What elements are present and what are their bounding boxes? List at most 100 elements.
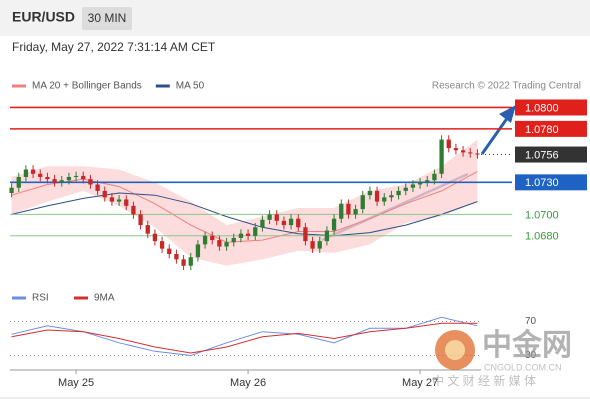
candle-body bbox=[432, 173, 437, 181]
watermark-logo-inner bbox=[445, 340, 465, 360]
rsi-line bbox=[11, 322, 478, 354]
x-tick-label: May 25 bbox=[58, 377, 94, 389]
candle-body bbox=[360, 195, 365, 210]
candle-body bbox=[145, 225, 150, 234]
candle-body bbox=[353, 209, 358, 215]
candle-body bbox=[296, 218, 301, 228]
candle-body bbox=[260, 219, 265, 228]
watermark-brand: 中金网 bbox=[482, 328, 572, 362]
candle-body bbox=[210, 235, 215, 241]
candle-body bbox=[403, 187, 408, 191]
candle-body bbox=[439, 139, 444, 174]
level-box bbox=[515, 146, 587, 163]
level-label: 1.0680 bbox=[525, 231, 559, 243]
candle-body bbox=[267, 214, 272, 220]
candle-body bbox=[116, 199, 122, 202]
candle-body bbox=[159, 241, 165, 249]
candle-body bbox=[23, 169, 29, 177]
candle-body bbox=[460, 150, 466, 153]
legend-label: MA 20 + Bollinger Bands bbox=[32, 81, 142, 92]
level-label: 1.0700 bbox=[525, 209, 559, 221]
symbol: EUR/USD bbox=[12, 9, 75, 25]
candle-body bbox=[231, 237, 236, 243]
candle-body bbox=[188, 257, 193, 266]
level-label: 1.0756 bbox=[525, 149, 559, 161]
level-box bbox=[515, 120, 587, 137]
candle-body bbox=[124, 199, 129, 206]
candle-body bbox=[202, 235, 208, 245]
candle-body bbox=[217, 240, 222, 247]
watermark-site: CNGOLD.COM.CN bbox=[484, 362, 562, 372]
candle-body bbox=[303, 227, 308, 242]
candle-body bbox=[59, 180, 64, 183]
candle-body bbox=[167, 248, 172, 254]
candle-body bbox=[281, 220, 287, 226]
candle-body bbox=[274, 214, 279, 221]
level-label: 1.0780 bbox=[525, 124, 559, 136]
legend-label: RSI bbox=[32, 293, 49, 304]
candle-body bbox=[475, 153, 480, 155]
arrow-head bbox=[499, 105, 516, 123]
bollinger-band bbox=[11, 139, 478, 266]
candle-body bbox=[382, 197, 387, 202]
candle-body bbox=[66, 176, 72, 181]
watermark-slogan: 中 文 财 经 新 媒 体 bbox=[432, 373, 536, 388]
candle-body bbox=[253, 227, 258, 236]
level-label: 1.0800 bbox=[525, 102, 559, 114]
legend-label: 9MA bbox=[94, 293, 115, 304]
candle-body bbox=[152, 233, 158, 242]
candle-body bbox=[339, 203, 344, 219]
candle-body bbox=[9, 187, 14, 194]
candle-body bbox=[195, 244, 201, 258]
candle-body bbox=[109, 197, 115, 202]
candle-body bbox=[410, 184, 416, 188]
timeframe[interactable]: 30 MIN bbox=[88, 11, 127, 25]
candle-body bbox=[38, 173, 43, 177]
level-label: 1.0730 bbox=[525, 177, 559, 189]
candle-body bbox=[425, 180, 430, 183]
candle-body bbox=[52, 179, 57, 183]
watermark: 中金网 CNGOLD.COM.CN 中 文 财 经 新 媒 体 bbox=[432, 328, 572, 388]
candle-body bbox=[396, 190, 401, 196]
candle-body bbox=[224, 242, 229, 247]
source: Research © 2022 Trading Central bbox=[432, 81, 581, 92]
candle-body bbox=[81, 175, 86, 180]
x-tick-label: May 26 bbox=[230, 377, 266, 389]
candle-body bbox=[16, 176, 21, 188]
candle-body bbox=[310, 241, 315, 249]
candle-body bbox=[45, 176, 50, 180]
rsi-tick-label: 70 bbox=[525, 316, 537, 327]
candle-body bbox=[468, 152, 473, 154]
level-box bbox=[515, 99, 587, 116]
legend-label: MA 50 bbox=[176, 81, 205, 92]
candle-body bbox=[389, 195, 394, 198]
level-box bbox=[515, 174, 587, 191]
candle-body bbox=[102, 190, 107, 198]
candle-body bbox=[331, 218, 337, 231]
candle-body bbox=[138, 214, 143, 226]
candle-body bbox=[374, 190, 380, 202]
candle-body bbox=[181, 259, 186, 266]
candle-body bbox=[30, 169, 36, 174]
candle-body bbox=[238, 233, 244, 238]
candle-body bbox=[317, 241, 322, 249]
rsi-tick-label: 30 bbox=[525, 350, 537, 361]
candle-body bbox=[131, 205, 136, 215]
candle-body bbox=[288, 218, 294, 226]
candle-body bbox=[346, 203, 351, 215]
candle-body bbox=[88, 179, 93, 185]
timeframe-button[interactable] bbox=[82, 7, 132, 30]
arrow-shaft bbox=[480, 116, 510, 155]
candle-body bbox=[95, 184, 100, 191]
candle-body bbox=[453, 148, 459, 151]
candle-body bbox=[174, 253, 179, 260]
ma-line bbox=[11, 192, 478, 237]
candle-body bbox=[324, 230, 330, 242]
rsi-line bbox=[11, 316, 478, 357]
candle-body bbox=[245, 233, 251, 236]
x-tick-label: May 27 bbox=[402, 377, 438, 389]
candle-body bbox=[446, 139, 451, 149]
candle-body bbox=[417, 182, 423, 185]
candle-body bbox=[367, 190, 373, 196]
candle-body bbox=[73, 175, 79, 177]
